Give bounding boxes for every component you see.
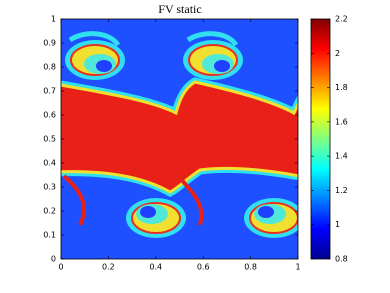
colorbar-tick-label: 1.8 (335, 83, 348, 92)
colorbar-tick-label: 1.2 (335, 186, 348, 195)
y-tick-label: 0.1 (43, 231, 56, 240)
filament (178, 176, 204, 226)
y-tick-label: 0.7 (43, 87, 56, 96)
y-tick-label: 0.2 (43, 207, 56, 216)
x-tick-label: 1 (295, 263, 300, 272)
x-tick-label: 0.4 (149, 263, 162, 272)
colorbar-tick-label: 1 (335, 220, 340, 229)
y-tick-label: 0.9 (43, 39, 56, 48)
y-tick-label: 0.3 (43, 183, 56, 192)
vortex (244, 198, 298, 238)
vortex (183, 31, 243, 80)
y-tick-label: 0.8 (43, 63, 56, 72)
chart-title: FV static (158, 2, 201, 16)
x-tick-label: 0.8 (244, 263, 257, 272)
vortex (65, 31, 125, 80)
y-tick-label: 0.4 (43, 159, 56, 168)
y-tick-label: 1 (51, 15, 56, 24)
colorbar-tick-label: 0.8 (335, 255, 348, 264)
filament (62, 174, 86, 226)
colorbar-tick-label: 1.6 (335, 117, 348, 126)
dense-band (61, 80, 298, 194)
y-tick-label: 0.6 (43, 111, 56, 120)
vortex (126, 198, 186, 238)
x-tick-label: 0.6 (197, 263, 210, 272)
x-tick-label: 0.2 (102, 263, 115, 272)
colorbar-tick-label: 1.4 (335, 152, 348, 161)
colorbar-tick-label: 2 (335, 49, 340, 58)
colorbar-tick-label: 2.2 (335, 15, 348, 24)
colorbar (310, 18, 331, 260)
x-tick-label: 0 (58, 263, 63, 272)
y-tick-label: 0 (51, 255, 56, 264)
y-tick-label: 0.5 (43, 135, 56, 144)
field (61, 19, 298, 259)
